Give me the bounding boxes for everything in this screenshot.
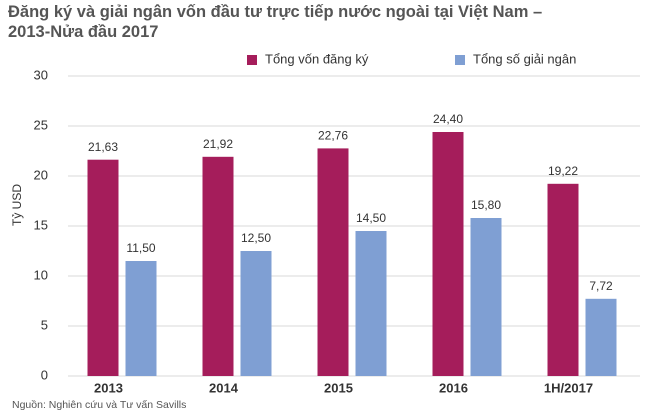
bar [125,261,157,376]
legend-swatch [455,55,465,65]
x-tick-label: 2014 [209,380,239,395]
y-tick-label: 30 [34,67,48,82]
data-label: 22,76 [318,129,348,143]
chart-title: 2013-Nửa đầu 2017 [8,23,158,41]
legend-label: Tổng số giải ngân [473,51,576,66]
data-label: 24,40 [433,112,463,126]
x-tick-label: 2013 [94,380,123,395]
y-axis-label: Tỷ USD [10,184,24,226]
data-label: 19,22 [548,164,578,178]
bar [470,218,502,376]
data-label: 12,50 [241,231,271,245]
data-label: 15,80 [471,198,501,212]
bar [547,183,579,376]
bar [87,159,119,376]
bar [432,132,464,376]
x-tick-label: 1H/2017 [544,380,593,395]
legend-label: Tổng vốn đăng ký [265,51,369,66]
data-label: 21,92 [203,137,233,151]
source: Nguồn: Nghiên cứu và Tư vấn Savills [12,399,186,411]
y-tick-label: 0 [41,367,48,382]
bar [317,148,349,376]
x-tick-label: 2015 [324,380,353,395]
y-tick-label: 5 [41,317,48,332]
chart-title: Đăng ký và giải ngân vốn đầu tư trực tiế… [8,3,542,21]
y-tick-label: 15 [34,217,48,232]
data-label: 11,50 [126,241,155,255]
bar [585,298,617,376]
y-tick-label: 20 [34,167,48,182]
legend-swatch [247,55,257,65]
bar [202,156,234,376]
bar [355,231,387,376]
y-tick-label: 10 [34,267,48,282]
data-label: 7,72 [589,279,613,293]
bar [240,251,272,376]
x-tick-label: 2016 [439,380,468,395]
y-tick-label: 25 [34,117,48,132]
data-label: 14,50 [356,211,386,225]
data-label: 21,63 [88,140,118,154]
